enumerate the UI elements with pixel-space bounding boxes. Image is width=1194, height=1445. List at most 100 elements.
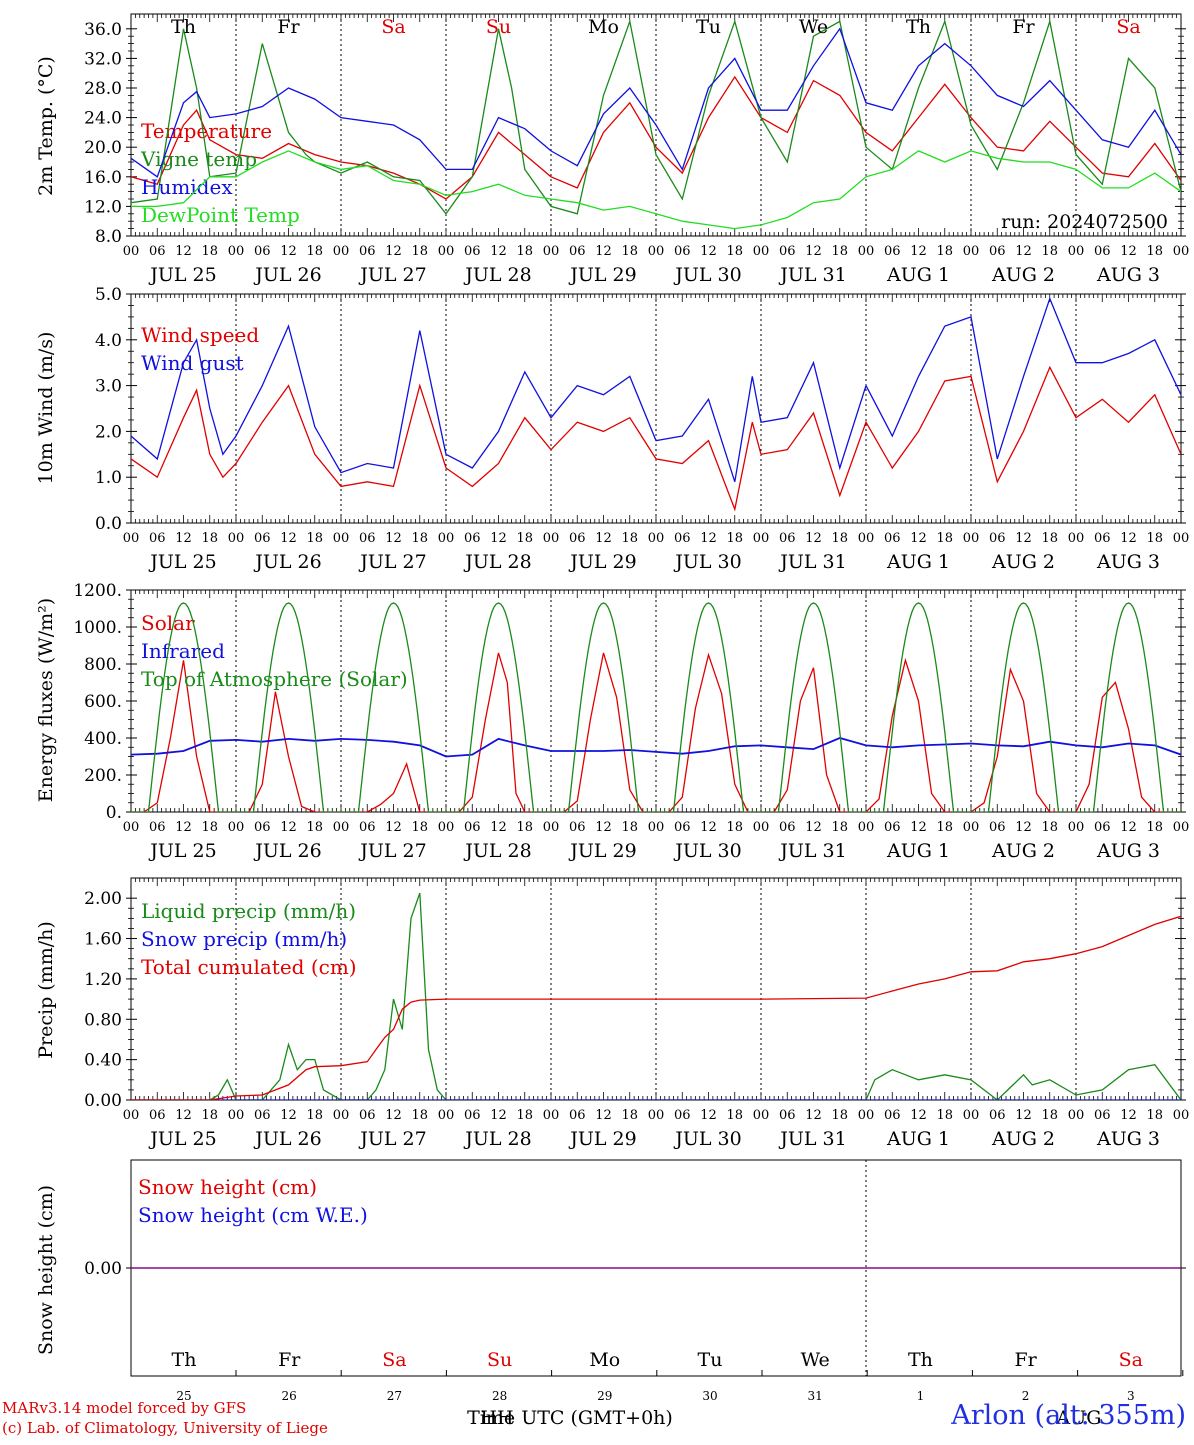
day-label: JUL 27 <box>358 1128 426 1150</box>
hour-tick-label: 06 <box>989 820 1006 835</box>
hour-tick-label: 06 <box>989 531 1006 546</box>
hour-tick-label: 00 <box>963 531 980 546</box>
hour-tick-label: 12 <box>175 1108 192 1123</box>
hour-tick-label: 06 <box>674 820 691 835</box>
bottom-weekday-label: Th <box>908 1349 933 1371</box>
hour-tick-label: 18 <box>516 531 533 546</box>
legend-entry: Wind gust <box>141 351 244 375</box>
hour-tick-label: 18 <box>516 244 533 259</box>
hour-tick-label: 00 <box>123 244 140 259</box>
hour-tick-label: 12 <box>700 820 717 835</box>
hour-tick-label: 00 <box>648 1108 665 1123</box>
hour-tick-label: 06 <box>254 1108 271 1123</box>
hour-tick-label: 18 <box>516 820 533 835</box>
bottom-day-number: 2 <box>1022 1389 1030 1403</box>
hour-tick-label: 18 <box>516 1108 533 1123</box>
hour-tick-label: 00 <box>543 1108 560 1123</box>
bottom-day-number: 3 <box>1127 1389 1135 1403</box>
panel-3: 00 06 12 18 00 06 12 18 00 06 12 18 00 06 12 18 00 06 12 18… <box>35 581 1189 862</box>
hour-tick-label: 18 <box>306 244 323 259</box>
hour-tick-label: 00 <box>858 531 875 546</box>
day-label: JUL 30 <box>673 840 741 862</box>
hour-tick-label: 00 <box>963 820 980 835</box>
day-label: JUL 27 <box>358 551 426 573</box>
hour-tick-label: 18 <box>726 1108 743 1123</box>
hour-tick-label: 06 <box>779 820 796 835</box>
y-tick-label: 12.0 <box>84 197 122 217</box>
hour-tick-label: 00 <box>648 820 665 835</box>
panel-5: 0.00 Snow height (cm) Snow height (cm) Snow… <box>35 1159 1186 1377</box>
hour-tick-label: 00 <box>1173 244 1190 259</box>
bottom-day-number: 27 <box>387 1389 402 1403</box>
panel-4: 00 06 12 18 00 06 12 18 00 06 12 18 00 06 12 18 00 06 12 18… <box>35 877 1189 1150</box>
y-tick-label: 36.0 <box>84 20 122 40</box>
hour-tick-label: 00 <box>543 244 560 259</box>
hour-tick-label: 06 <box>359 1108 376 1123</box>
bottom-day-number: 31 <box>808 1389 823 1403</box>
bottom-weekday-label: Mo <box>589 1349 620 1371</box>
legend-entry: Infrared <box>141 639 225 663</box>
bottom-weekday-label: Sa <box>1119 1349 1143 1371</box>
hour-tick-label: 06 <box>674 531 691 546</box>
bottom-weekday-label: Th <box>172 1349 197 1371</box>
hour-tick-label: 18 <box>726 244 743 259</box>
hour-tick-label: 00 <box>333 1108 350 1123</box>
y-tick-label: 1.20 <box>84 970 122 990</box>
hour-tick-label: 12 <box>805 531 822 546</box>
bottom-weekday-label: Fr <box>278 1349 301 1371</box>
hour-tick-label: 12 <box>910 531 927 546</box>
hour-tick-label: 18 <box>1041 1108 1058 1123</box>
hour-tick-label: 12 <box>805 1108 822 1123</box>
weekday-label: Fr <box>277 16 300 38</box>
hour-tick-label: 18 <box>936 531 953 546</box>
panel-1: 00 06 12 18 00 06 12 18 00 06 12 18 00 06 12 18 00 06 12 18… <box>35 13 1190 286</box>
hour-tick-label: 12 <box>595 1108 612 1123</box>
y-tick-label: 24.0 <box>84 109 122 129</box>
y-axis-label: 2m Temp. (°C) <box>35 56 57 196</box>
weekday-label: We <box>799 16 828 38</box>
day-label: AUG 2 <box>991 840 1055 862</box>
hour-tick-label: 12 <box>700 531 717 546</box>
hour-tick-label: 18 <box>831 531 848 546</box>
hour-tick-label: 18 <box>1146 1108 1163 1123</box>
day-label: AUG 1 <box>886 264 950 286</box>
y-tick-label: 400. <box>84 729 122 749</box>
day-label: AUG 3 <box>1096 840 1160 862</box>
day-label: JUL 28 <box>463 840 531 862</box>
hour-tick-label: 06 <box>1094 820 1111 835</box>
bottom-day-number: 26 <box>282 1389 297 1403</box>
series-line-vigne-temp <box>131 18 1181 215</box>
hour-tick-label: 00 <box>543 820 560 835</box>
hour-tick-label: 00 <box>228 1108 245 1123</box>
hour-tick-label: 12 <box>1120 1108 1137 1123</box>
hour-tick-label: 12 <box>700 1108 717 1123</box>
hour-tick-label: 06 <box>149 531 166 546</box>
day-label: JUL 25 <box>148 551 216 573</box>
hour-tick-label: 12 <box>490 531 507 546</box>
y-tick-label: 600. <box>84 692 122 712</box>
x-axis-label: Time UTC (GMT+0h) <box>467 1407 673 1429</box>
legend-entry: Top of Atmosphere (Solar) <box>141 667 408 691</box>
hour-tick-label: 06 <box>464 1108 481 1123</box>
hour-tick-label: 18 <box>936 1108 953 1123</box>
hour-tick-label: 00 <box>228 820 245 835</box>
hour-tick-label: 00 <box>123 531 140 546</box>
hour-tick-label: 18 <box>936 244 953 259</box>
legend-entry: Snow height (cm W.E.) <box>138 1203 368 1227</box>
hour-tick-label: 18 <box>1146 820 1163 835</box>
hour-tick-label: 06 <box>569 820 586 835</box>
hour-tick-label: 06 <box>779 244 796 259</box>
hour-tick-label: 12 <box>1120 244 1137 259</box>
hour-tick-label: 00 <box>333 820 350 835</box>
hour-tick-label: 12 <box>700 244 717 259</box>
hour-tick-label: 06 <box>779 531 796 546</box>
day-label: JUL 27 <box>358 840 426 862</box>
day-label: AUG 2 <box>991 551 1055 573</box>
hour-tick-label: 12 <box>490 820 507 835</box>
series-line-solar <box>131 652 1181 812</box>
x-axis-label-overprint: HH <box>480 1407 513 1429</box>
hour-tick-label: 18 <box>621 531 638 546</box>
hour-tick-label: 00 <box>648 531 665 546</box>
day-label: AUG 1 <box>886 551 950 573</box>
